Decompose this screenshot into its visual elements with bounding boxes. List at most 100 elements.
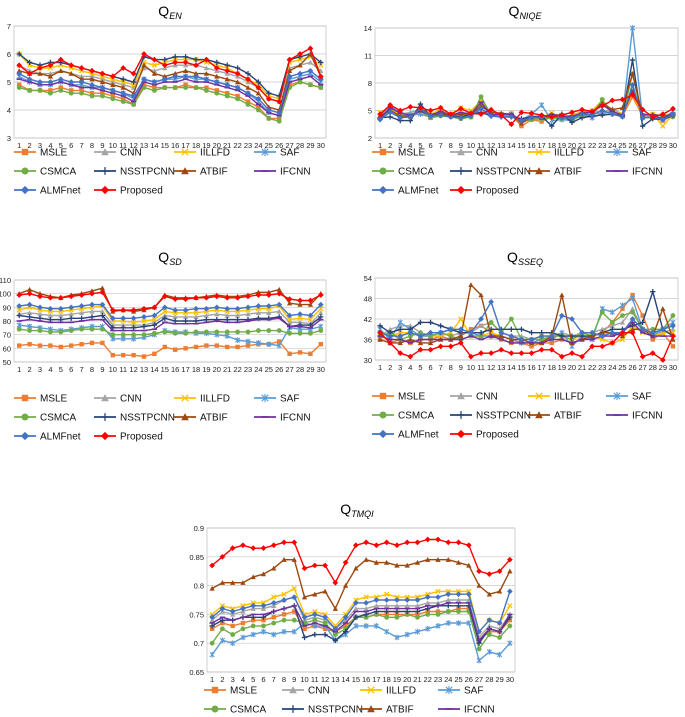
legend-marker bbox=[101, 413, 109, 421]
data-point bbox=[151, 330, 157, 336]
data-point bbox=[16, 62, 23, 69]
legend-item-ifcnn: IFCNN bbox=[606, 167, 663, 178]
data-point bbox=[281, 557, 287, 562]
data-point bbox=[394, 608, 400, 615]
x-tick-label: 1 bbox=[210, 675, 214, 684]
data-point bbox=[286, 296, 293, 302]
data-point bbox=[478, 323, 484, 329]
data-point bbox=[307, 316, 314, 323]
chart-title: QSD bbox=[158, 249, 182, 267]
legend-label: IFCNN bbox=[280, 167, 311, 178]
legend-label: NSSTPCNN bbox=[476, 167, 531, 178]
data-point bbox=[343, 623, 348, 629]
legend-label: ATBIF bbox=[554, 167, 582, 178]
data-point bbox=[307, 51, 314, 57]
data-point bbox=[312, 631, 318, 638]
data-point bbox=[230, 605, 236, 612]
data-point bbox=[235, 344, 240, 350]
data-point bbox=[99, 76, 106, 82]
data-point bbox=[291, 594, 298, 600]
data-point bbox=[219, 553, 226, 560]
plot-area bbox=[13, 25, 327, 139]
data-point bbox=[26, 314, 33, 320]
data-point bbox=[89, 340, 95, 346]
data-point bbox=[670, 313, 676, 319]
data-point bbox=[599, 330, 605, 335]
x-tick-label: 27 bbox=[638, 141, 646, 150]
data-point bbox=[317, 301, 324, 308]
data-point bbox=[276, 328, 282, 333]
data-point bbox=[260, 614, 267, 620]
data-point bbox=[281, 612, 287, 617]
data-point bbox=[404, 611, 410, 617]
x-tick-label: 22 bbox=[233, 365, 241, 374]
legend-label: NSSTPCNN bbox=[308, 705, 363, 716]
data-point bbox=[579, 329, 585, 336]
x-tick-label: 10 bbox=[300, 675, 308, 684]
x-tick-label: 16 bbox=[527, 363, 535, 372]
data-point bbox=[478, 330, 484, 336]
series-line bbox=[19, 340, 322, 358]
legend-label: IFCNN bbox=[632, 167, 663, 178]
data-point bbox=[417, 104, 424, 111]
data-point bbox=[363, 606, 369, 611]
x-tick-label: 1 bbox=[378, 363, 382, 372]
data-point bbox=[297, 315, 303, 321]
legend-item-atbif: ATBIF bbox=[528, 167, 582, 178]
series-proposed bbox=[16, 45, 324, 105]
data-point bbox=[99, 308, 106, 314]
legend-marker bbox=[101, 167, 109, 175]
data-point bbox=[17, 82, 22, 87]
data-point bbox=[271, 620, 277, 626]
legend-item-msle: MSLE bbox=[14, 148, 68, 159]
series-line bbox=[211, 596, 511, 639]
data-point bbox=[17, 343, 22, 348]
data-point bbox=[468, 329, 474, 336]
series-almfnet bbox=[16, 67, 324, 116]
data-point bbox=[407, 329, 414, 336]
data-point bbox=[151, 70, 158, 76]
data-point bbox=[68, 315, 74, 321]
data-point bbox=[99, 312, 106, 319]
data-point bbox=[528, 336, 535, 343]
y-tick-label: 0.65 bbox=[189, 668, 204, 677]
data-point bbox=[193, 70, 199, 76]
data-point bbox=[332, 625, 339, 632]
data-point bbox=[219, 617, 226, 623]
data-point bbox=[78, 79, 85, 85]
data-point bbox=[172, 296, 179, 302]
data-point bbox=[255, 90, 262, 96]
data-point bbox=[245, 84, 251, 90]
data-point bbox=[498, 346, 505, 353]
data-point bbox=[394, 597, 400, 603]
data-point bbox=[404, 603, 410, 608]
data-point bbox=[57, 294, 64, 301]
y-tick-label: 60 bbox=[3, 344, 11, 353]
legend-item-msle: MSLE bbox=[372, 392, 426, 403]
data-point bbox=[224, 76, 230, 82]
data-point bbox=[213, 304, 220, 311]
data-point bbox=[528, 114, 535, 121]
data-point bbox=[58, 316, 64, 323]
data-point bbox=[130, 319, 137, 326]
data-point bbox=[78, 303, 85, 309]
data-point bbox=[214, 88, 219, 93]
data-point bbox=[629, 295, 636, 302]
series-proposed bbox=[209, 536, 513, 586]
legend-item-ifcnn: IFCNN bbox=[254, 167, 311, 178]
data-point bbox=[47, 294, 54, 301]
data-point bbox=[141, 332, 147, 338]
data-point bbox=[265, 107, 272, 113]
y-tick-label: 3 bbox=[7, 134, 11, 143]
data-point bbox=[256, 105, 261, 110]
data-point bbox=[110, 93, 115, 99]
legend-label: CSMCA bbox=[40, 167, 76, 178]
series-ifcnn bbox=[209, 602, 513, 642]
data-point bbox=[245, 101, 251, 107]
data-point bbox=[353, 600, 359, 606]
data-point bbox=[417, 319, 424, 326]
series-csmca bbox=[16, 326, 324, 338]
data-point bbox=[58, 329, 64, 335]
data-point bbox=[629, 71, 636, 77]
x-tick-label: 15 bbox=[161, 141, 169, 150]
